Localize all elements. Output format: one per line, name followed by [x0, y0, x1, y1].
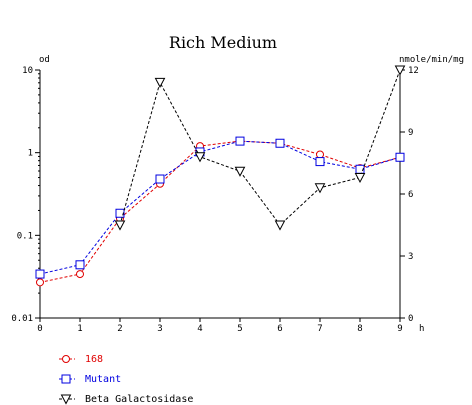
series-line: [39, 140, 401, 283]
right-tick-label: 0: [408, 314, 413, 324]
x-axis-label: h: [419, 324, 424, 334]
legend-marker: [62, 355, 70, 363]
left-tick-label: 10: [22, 66, 33, 76]
x-tick-label: 7: [317, 324, 322, 334]
x-tick-label: 0: [37, 324, 42, 334]
x-tick-label: 3: [157, 324, 162, 334]
series-beta-galactosidase: [114, 65, 406, 231]
data-point: [154, 77, 166, 88]
data-point: [35, 269, 45, 279]
legend-label: Mutant: [85, 374, 121, 385]
right-axis-label: nmole/min/mg: [399, 55, 464, 65]
data-point: [354, 172, 366, 184]
legend-marker: [61, 374, 71, 384]
data-point: [394, 65, 406, 76]
left-tick-label: 0.1: [17, 231, 33, 241]
data-point: [75, 260, 85, 270]
chart-title: Rich Medium: [169, 33, 277, 52]
right-tick-label: 9: [408, 128, 413, 138]
x-tick-label: 9: [397, 324, 402, 334]
legend-entry: 168: [59, 354, 103, 365]
data-point: [194, 152, 206, 163]
right-tick-label: 6: [408, 190, 413, 200]
data-point: [314, 183, 326, 194]
x-tick-label: 4: [197, 324, 202, 334]
data-point: [155, 174, 165, 184]
x-tick-label: 2: [117, 324, 122, 334]
data-point: [316, 150, 324, 159]
series-line: [39, 140, 401, 275]
left-tick-label: 0.01: [11, 314, 33, 324]
series-168: [36, 137, 404, 287]
right-tick-label: 12: [408, 66, 419, 76]
series-layer: [35, 65, 406, 287]
left-axis-label: od: [39, 55, 50, 65]
data-point: [36, 278, 44, 287]
series-line: [119, 69, 401, 226]
legend-marker: [60, 394, 72, 405]
legend-label: Beta Galactosidase: [85, 394, 193, 405]
right-tick-label: 3: [408, 252, 413, 262]
data-point: [76, 270, 84, 279]
data-point: [114, 220, 126, 231]
series-mutant: [35, 136, 405, 279]
x-tick-label: 5: [237, 324, 242, 334]
x-tick-label: 6: [277, 324, 282, 334]
data-point: [275, 138, 285, 148]
data-point: [315, 157, 325, 167]
x-tick-label: 1: [77, 324, 82, 334]
legend-label: 168: [85, 354, 103, 365]
data-point: [274, 220, 286, 231]
data-point: [115, 208, 125, 218]
legend: 168 Mutant Beta Galactosidase: [59, 354, 193, 405]
data-point: [395, 152, 405, 162]
legend-entry: Mutant: [59, 374, 121, 385]
x-tick-label: 8: [357, 324, 362, 334]
data-point: [235, 136, 245, 146]
data-point: [234, 166, 246, 177]
legend-entry: Beta Galactosidase: [59, 394, 193, 405]
left-tick-label: 1: [28, 149, 33, 159]
